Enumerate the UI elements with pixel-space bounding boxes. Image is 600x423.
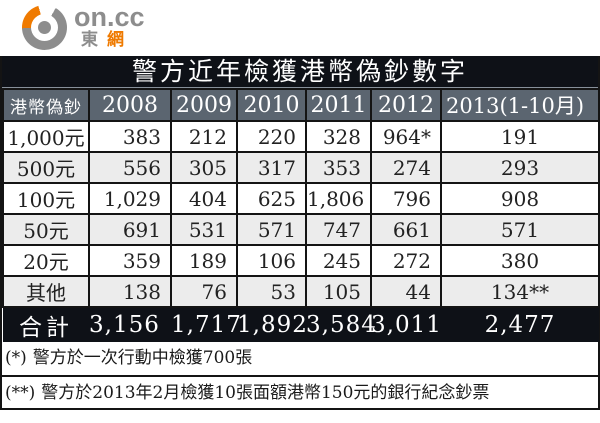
brand-chinese-tagline: 東網 [74,30,145,50]
cell-value: 220 [236,120,307,153]
footnote-text: 警方於2013年2月檢獲10張面額港幣150元的銀行紀念鈔票 [41,383,490,403]
row-denomination-label: 其他 [2,275,90,308]
logo-wordmark: on.cc 東網 [74,2,145,50]
cell-value: 1,029 [88,182,172,215]
cell-value: 245 [305,244,372,277]
column-header-2011: 2011 [305,88,372,122]
cell-value: 531 [170,213,238,246]
cell-value: 105 [305,275,372,308]
column-header-denomination: 港幣偽鈔 [2,88,90,122]
row-denomination-label: 1,000元 [2,120,90,153]
total-row-label: 合計 [3,307,89,342]
column-header-2012: 2012 [370,88,442,122]
cell-value: 353 [305,151,372,184]
total-2013: 2,477 [441,307,599,342]
cell-value: 964* [370,120,442,153]
top-bar: on.cc 東網 [0,0,600,56]
cell-value: 625 [236,182,307,215]
oncc-logo-icon [22,5,67,50]
table-row: 500元 556 305 317 353 274 293 [2,151,600,184]
oncc-logo[interactable]: on.cc 東網 [22,2,145,50]
cell-value: 571 [440,213,600,246]
cell-value: 747 [305,213,372,246]
cell-value: 305 [170,151,238,184]
cell-value: 404 [170,182,238,215]
cell-value: 274 [370,151,442,184]
table-row: 1,000元 383 212 220 328 964* 191 [2,120,600,153]
logo-center-dot [38,21,51,34]
total-2012: 3,011 [371,307,441,342]
row-denomination-label: 500元 [2,151,90,184]
cell-value: 661 [370,213,442,246]
total-2009: 1,717 [171,307,241,342]
cell-value: 134** [440,275,600,308]
footnote-single-seizure: (*) 警方於一次行動中檢獲700張 [2,342,598,375]
cell-value: 328 [305,120,372,153]
footnote-commemorative-notes: (**) 警方於2013年2月檢獲10張面額港幣150元的銀行紀念鈔票 [2,375,598,408]
column-header-2010: 2010 [236,88,307,122]
statistics-sheet: 警方近年檢獲港幣偽鈔數字 港幣偽鈔 2008 2009 2010 2011 20… [0,56,600,410]
footnote-text: 警方於一次行動中檢獲700張 [32,348,253,368]
cell-value: 380 [440,244,600,277]
table-body: 1,000元 383 212 220 328 964* 191 500元 556 305 317 35… [2,120,600,308]
table-row: 其他 138 76 53 105 44 134** [2,275,600,308]
cell-value: 1,806 [305,182,372,215]
counterfeit-notes-table: 港幣偽鈔 2008 2009 2010 2011 2012 2013(1-10月… [2,88,600,342]
cell-value: 212 [170,120,238,153]
cell-value: 44 [370,275,442,308]
row-denomination-label: 20元 [2,244,90,277]
table-row: 100元 1,029 404 625 1,806 796 908 [2,182,600,215]
cell-value: 556 [88,151,172,184]
cell-value: 317 [236,151,307,184]
table-row: 50元 691 531 571 747 661 571 [2,213,600,246]
cell-value: 106 [236,244,307,277]
column-header-2009: 2009 [170,88,238,122]
tagline-char-net: 網 [107,30,124,49]
cell-value: 272 [370,244,442,277]
cell-value: 191 [440,120,600,153]
cell-value: 359 [88,244,172,277]
column-header-2013: 2013(1-10月) [440,88,600,122]
cell-value: 691 [88,213,172,246]
cell-value: 383 [88,120,172,153]
cell-value: 908 [440,182,600,215]
total-2008: 3,156 [89,307,171,342]
row-denomination-label: 50元 [2,213,90,246]
footnote-marker: (**) [5,383,36,403]
cell-value: 293 [440,151,600,184]
total-2011: 3,584 [306,307,376,342]
column-header-2008: 2008 [88,88,172,122]
table-row: 20元 359 189 106 245 272 380 [2,244,600,277]
cell-value: 76 [170,275,238,308]
cell-value: 138 [88,275,172,308]
row-denomination-label: 100元 [2,182,90,215]
cell-value: 796 [370,182,442,215]
footnote-marker: (*) [5,348,27,368]
cell-value: 53 [236,275,307,308]
table-title: 警方近年檢獲港幣偽鈔數字 [2,56,598,88]
brand-name: on.cc [74,2,145,32]
table-header-row: 港幣偽鈔 2008 2009 2010 2011 2012 2013(1-10月… [2,88,600,122]
table-total-row: 合計 3,156 1,717 1,892 3,584 3,011 2,477 [3,307,599,342]
cell-value: 189 [170,244,238,277]
cell-value: 571 [236,213,307,246]
tagline-char-east: 東 [81,30,98,49]
total-2010: 1,892 [237,307,307,342]
